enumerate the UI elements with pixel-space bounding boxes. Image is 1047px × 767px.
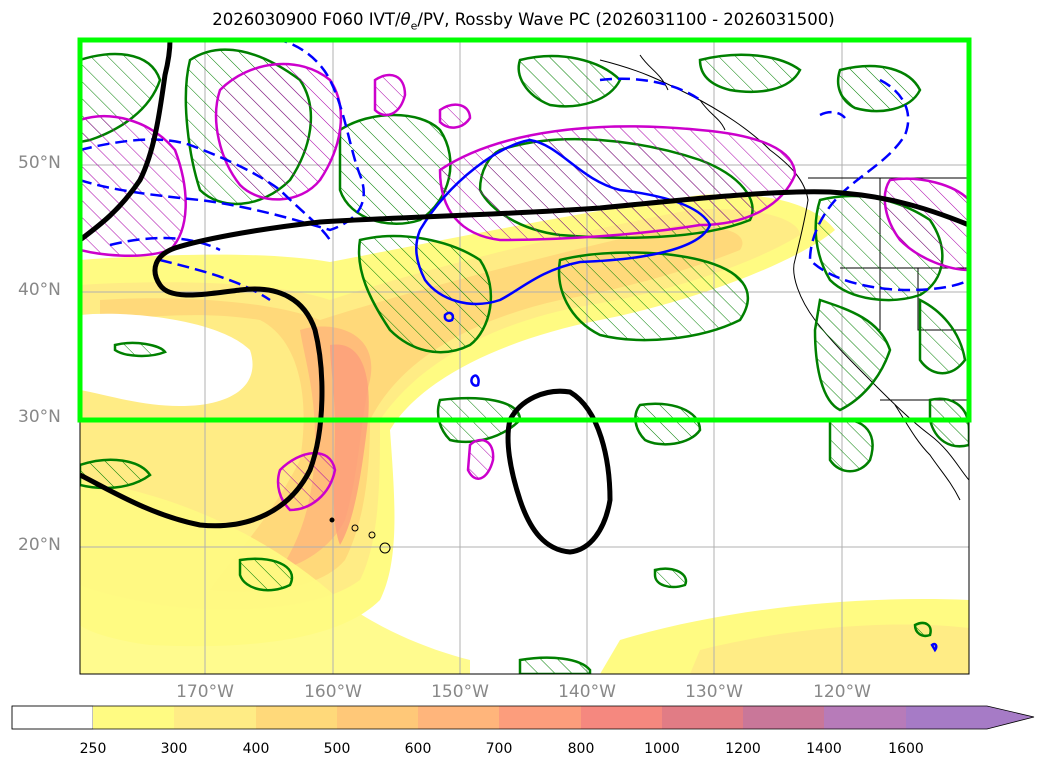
rossby-wave-positive (415, 138, 938, 653)
rossby-wave-negative (80, 40, 969, 555)
lon-label-150w: 150°W (431, 682, 489, 702)
theta-e-contours (80, 62, 969, 512)
map-title: 2026030900 F060 IVT/θe/PV, Rossby Wave P… (212, 10, 835, 33)
lon-label-120w: 120°W (813, 682, 871, 702)
colorbar-tick: 250 (79, 741, 107, 757)
colorbar-tick: 400 (242, 741, 270, 757)
highlight-box (77, 37, 972, 423)
lon-label-170w: 170°W (176, 682, 234, 702)
lon-label-160w: 160°W (304, 682, 362, 702)
colorbar-tick: 700 (485, 741, 513, 757)
colorbar-tick: 1200 (725, 741, 761, 757)
lat-label-40n: 40°N (18, 280, 61, 300)
colorbar-tick: 1000 (644, 741, 680, 757)
map-area (80, 40, 969, 674)
lon-label-140w: 140°W (558, 682, 616, 702)
colorbar-tick: 1400 (806, 741, 842, 757)
colorbar-tick: 1600 (888, 741, 924, 757)
lat-label-30n: 30°N (18, 407, 61, 427)
colorbar (11, 705, 1035, 730)
colorbar-tick: 800 (567, 741, 595, 757)
lon-label-130w: 130°W (685, 682, 743, 702)
colorbar-tick: 600 (404, 741, 432, 757)
lat-label-50n: 50°N (18, 153, 61, 173)
lat-label-20n: 20°N (18, 535, 61, 555)
colorbar-tick: 300 (160, 741, 188, 757)
colorbar-tick: 500 (323, 741, 351, 757)
